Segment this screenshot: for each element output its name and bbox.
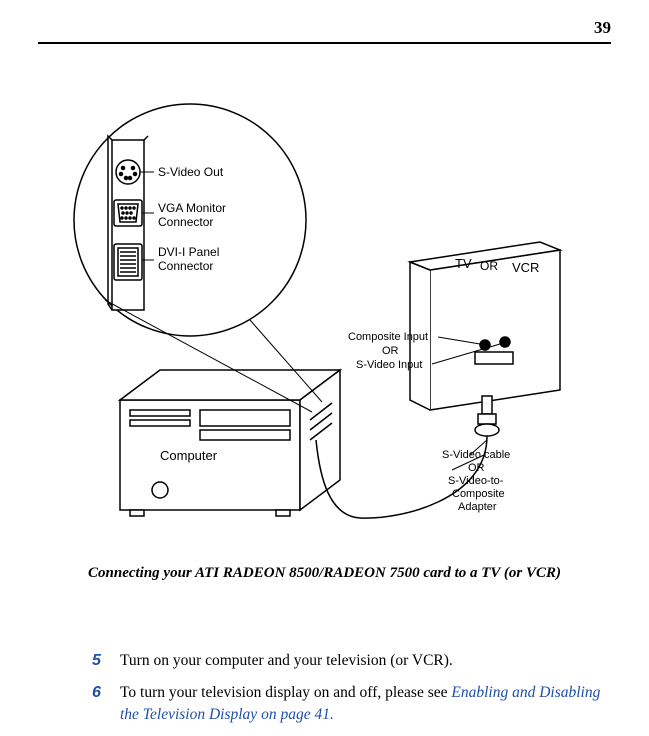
label-vga-2: Connector — [158, 215, 213, 229]
step-6: 6 To turn your television display on and… — [92, 682, 619, 725]
label-cable-4: Composite — [452, 488, 505, 500]
step-text-plain: To turn your television display on and o… — [120, 684, 451, 701]
label-cable-1: S-Video cable — [442, 449, 510, 461]
label-input-or: OR — [382, 345, 399, 357]
label-svideo-out: S-Video Out — [158, 165, 224, 179]
step-number: 5 — [92, 650, 120, 672]
instruction-steps: 5 Turn on your computer and your televis… — [92, 650, 619, 736]
label-dvi-1: DVI-I Panel — [158, 245, 219, 259]
label-cable-3: S-Video-to- — [448, 475, 504, 487]
step-text: Turn on your computer and your televisio… — [120, 650, 619, 672]
header-rule — [38, 42, 611, 44]
label-cable-2: OR — [468, 462, 485, 474]
step-5: 5 Turn on your computer and your televis… — [92, 650, 619, 672]
step-text: To turn your television display on and o… — [120, 682, 619, 725]
label-dvi-2: Connector — [158, 259, 213, 273]
label-composite-input: Composite Input — [348, 331, 428, 343]
figure-caption: Connecting your ATI RADEON 8500/RADEON 7… — [0, 565, 649, 582]
label-or-tv: OR — [480, 259, 498, 273]
label-vcr: VCR — [512, 260, 539, 275]
label-cable-5: Adapter — [458, 501, 497, 513]
connection-diagram: S-Video Out VGA Monitor Connector DVI-I … — [60, 100, 580, 540]
step-number: 6 — [92, 682, 120, 725]
label-vga-1: VGA Monitor — [158, 201, 226, 215]
page-number: 39 — [594, 18, 611, 38]
label-computer: Computer — [160, 448, 218, 463]
label-svideo-input: S-Video Input — [356, 359, 422, 371]
label-tv: TV — [455, 256, 472, 271]
